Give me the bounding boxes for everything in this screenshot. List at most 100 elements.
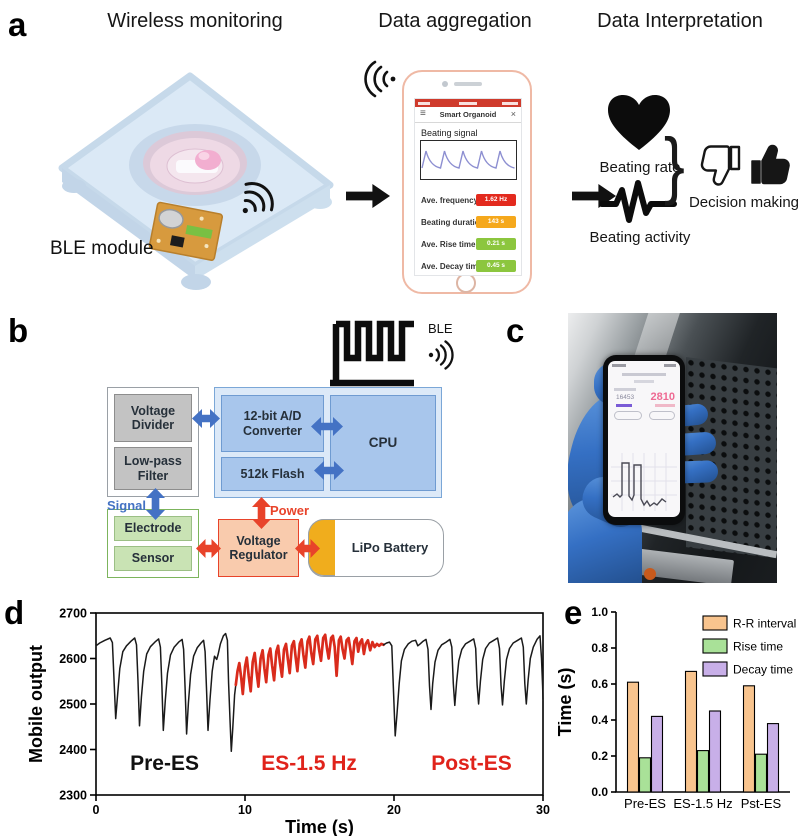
power-bus-arrow <box>196 539 221 558</box>
svg-text:Pst-ES: Pst-ES <box>741 796 782 811</box>
thumbs-icons <box>700 144 790 186</box>
svg-text:Rise time: Rise time <box>733 640 783 654</box>
curly-brace: } <box>663 123 685 206</box>
decision-making-label: Decision making <box>688 194 800 211</box>
heart-icon <box>608 95 670 150</box>
signal-bus-arrow <box>146 488 165 520</box>
svg-text:0.8: 0.8 <box>591 641 608 655</box>
wireless-receive-icon <box>364 60 396 98</box>
organoid-platform-illustration <box>58 72 334 290</box>
block-cpu: CPU <box>330 395 436 491</box>
svg-text:Time (s): Time (s) <box>558 668 575 737</box>
block-sensor: Sensor <box>114 546 192 571</box>
screen-reading-left: 16453 <box>616 394 635 401</box>
svg-text:ES-1.5 Hz: ES-1.5 Hz <box>673 796 732 811</box>
panel-label-a: a <box>8 6 27 43</box>
power-label: Power <box>270 503 310 518</box>
battery-label: LiPo Battery <box>351 539 429 555</box>
signal-bus-arrow <box>192 409 220 428</box>
svg-text:Post-ES: Post-ES <box>431 752 512 775</box>
platform-foot <box>62 179 86 193</box>
vial-cap <box>644 568 656 580</box>
phone-home-button[interactable] <box>456 273 476 293</box>
mobile-output-line-chart: 2300 2400 2500 2600 2700 0 10 20 30 Mobile output… <box>28 607 550 836</box>
app-nav-bar: ≡ Smart Organoid × <box>415 107 521 123</box>
header-data-aggregation: Data aggregation <box>378 10 532 32</box>
header-data-interpretation: Data Interpretation <box>597 10 763 32</box>
ble-module-label: BLE module <box>50 238 154 259</box>
svg-text:2400: 2400 <box>59 743 87 757</box>
svg-text:R-R interval: R-R interval <box>733 617 796 631</box>
thumbs-up-icon <box>751 144 790 185</box>
block-low-pass-filter: Low-pass Filter <box>114 447 192 490</box>
metric-value-badge: 143 s <box>476 216 516 228</box>
ble-wireless-icon <box>428 340 454 370</box>
ble-antenna-icon <box>330 320 414 387</box>
photo-phone-screen: 16453 2810 <box>608 361 680 517</box>
menu-icon[interactable]: ≡ <box>420 108 426 119</box>
metric-value-badge: 0.21 s <box>476 238 516 250</box>
platform-foot <box>181 274 211 290</box>
svg-text:Decay time: Decay time <box>733 663 793 677</box>
beating-activity-label: Beating activity <box>589 229 691 246</box>
app-title: Smart Organoid <box>439 110 497 119</box>
svg-text:Pre-ES: Pre-ES <box>130 752 199 775</box>
power-bus-arrow <box>252 497 271 529</box>
svg-text:Mobile output: Mobile output <box>28 645 46 763</box>
organoid-highlight <box>198 152 210 160</box>
platform-side-left <box>62 168 195 280</box>
ble-antenna-label: BLE <box>428 321 453 336</box>
phone-screen: ≡ Smart Organoid × Beating signal Ave. f… <box>414 98 522 276</box>
svg-text:30: 30 <box>536 803 550 817</box>
metric-value-badge: 1.62 Hz <box>476 194 516 206</box>
svg-text:0.0: 0.0 <box>591 785 608 799</box>
beating-signal-chart <box>420 140 517 180</box>
photo-smartphone: 16453 2810 <box>603 355 685 525</box>
panel-label-e: e <box>564 594 583 631</box>
svg-text:1.0: 1.0 <box>591 605 608 619</box>
svg-text:2600: 2600 <box>59 652 87 666</box>
svg-text:Time (s): Time (s) <box>285 817 354 836</box>
svg-text:0.4: 0.4 <box>591 713 608 727</box>
svg-text:20: 20 <box>387 803 401 817</box>
metric-value-badge: 0.45 s <box>476 260 516 272</box>
ble-pcb <box>148 201 224 261</box>
svg-text:0: 0 <box>93 803 100 817</box>
ecg-pulse-icon <box>600 180 677 223</box>
signal-label: Signal <box>107 498 147 513</box>
organoid <box>195 150 221 170</box>
svg-text:2300: 2300 <box>59 789 87 803</box>
beating-rate-label: Beating rate <box>599 159 681 176</box>
beating-signal-label: Beating signal <box>421 128 478 138</box>
screen-reading-right: 2810 <box>650 391 675 403</box>
wireless-signal-icon <box>242 182 274 214</box>
panel-label-b: b <box>8 312 29 349</box>
timing-bar-chart: 0.0 0.2 0.4 0.6 0.8 1.0 Time (s) Pre-ES ES-1.5 H… <box>558 605 796 811</box>
platform-foot <box>308 195 332 209</box>
metric-row: Ave. frequency 1.62 Hz <box>421 194 516 207</box>
svg-text:2700: 2700 <box>59 607 87 621</box>
header-wireless-monitoring: Wireless monitoring <box>107 10 283 32</box>
block-voltage-divider: Voltage Divider <box>114 394 192 442</box>
phone-speaker <box>454 82 482 86</box>
panel-label-c: c <box>506 312 525 349</box>
metric-row: Ave. Decay time 0.45 s <box>421 260 516 273</box>
screen-button <box>649 411 675 420</box>
phone-camera <box>442 81 448 87</box>
beating-signal-waveform <box>421 150 515 169</box>
flow-arrow-icon <box>346 184 390 208</box>
screen-trace <box>611 453 677 511</box>
smartphone: ≡ Smart Organoid × Beating signal Ave. f… <box>402 70 532 294</box>
signal-bus-arrow <box>311 417 343 436</box>
signal-bus-arrow <box>314 461 344 480</box>
block-lipo-battery: LiPo Battery <box>308 519 444 577</box>
block-adc: 12-bit A/D Converter <box>221 395 324 452</box>
svg-text:Pre-ES: Pre-ES <box>624 796 666 811</box>
metric-row: Beating duration 143 s <box>421 216 516 229</box>
power-bus-arrow <box>295 539 320 558</box>
thumbs-down-icon <box>700 145 741 186</box>
block-flash: 512k Flash <box>221 457 324 491</box>
svg-text:2500: 2500 <box>59 698 87 712</box>
close-icon[interactable]: × <box>510 109 516 119</box>
